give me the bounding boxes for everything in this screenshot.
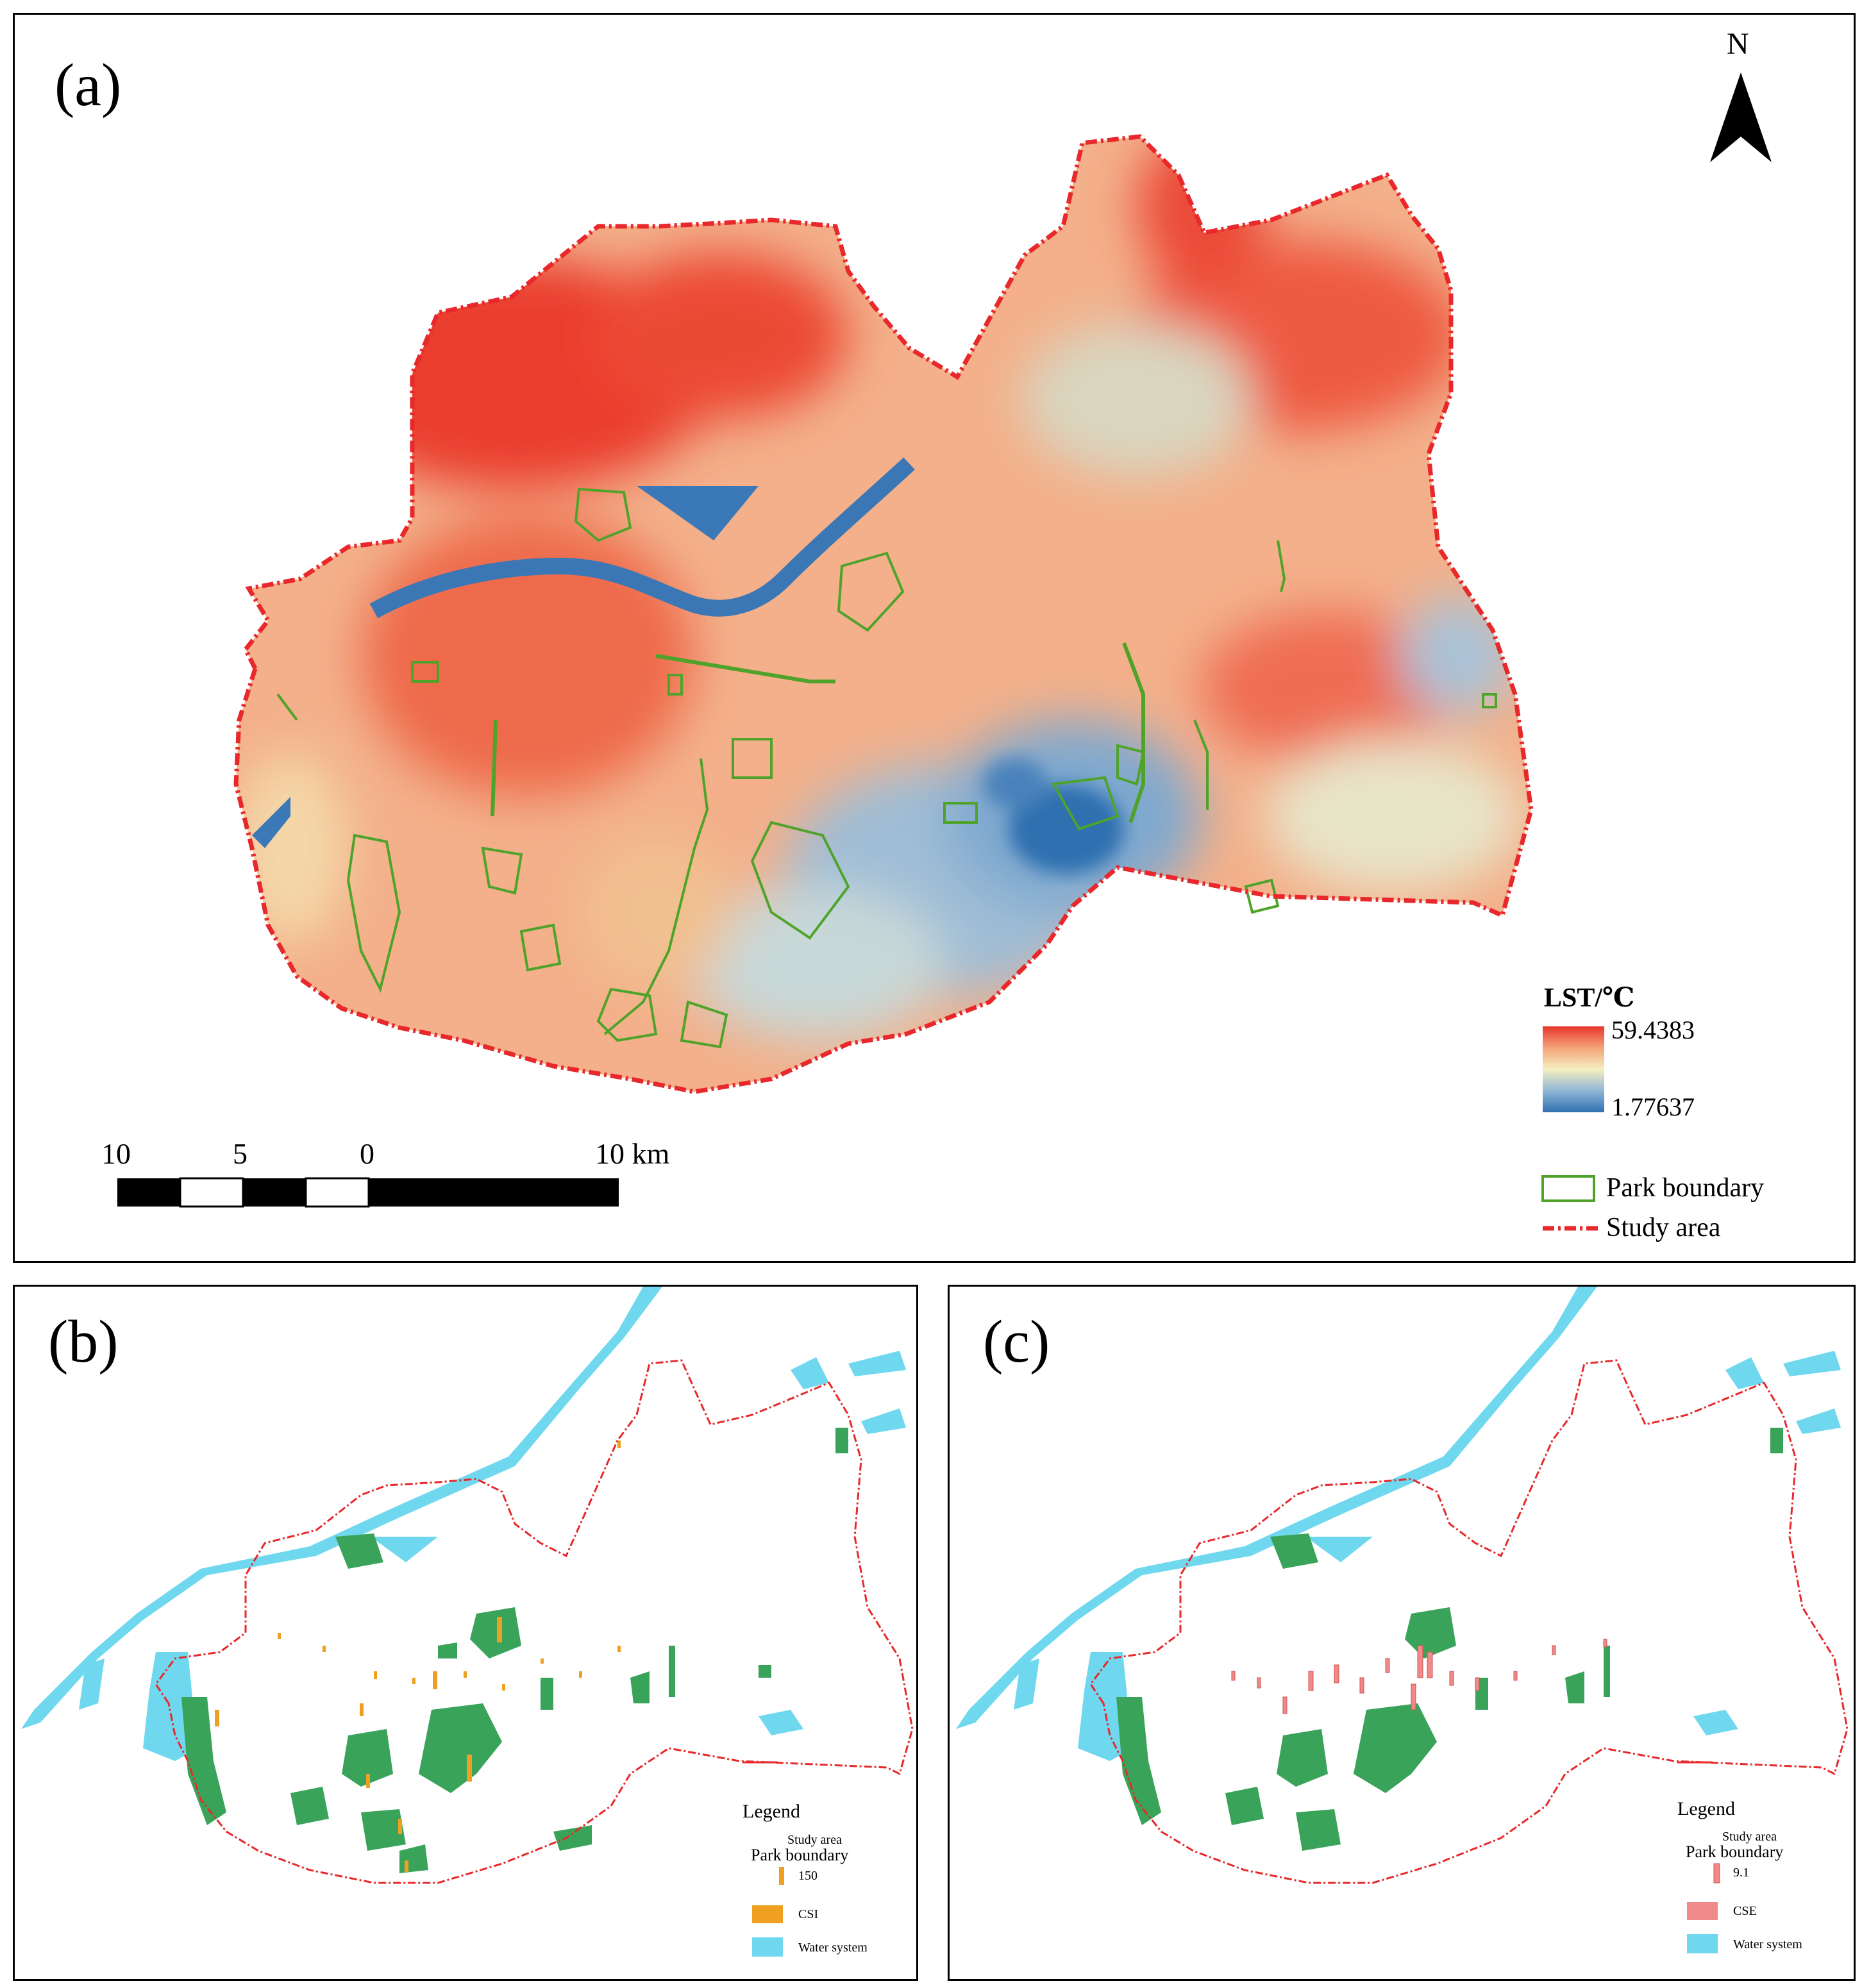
panel-c-label: (c) xyxy=(983,1308,1050,1375)
scale-bar xyxy=(117,1177,619,1208)
parks-green-c xyxy=(1116,1428,1783,1851)
lst-legend-min: 1.77637 xyxy=(1611,1092,1695,1121)
water-system xyxy=(21,1287,906,1761)
panel-a-label: (a) xyxy=(55,52,122,119)
legend-water-c: Water system xyxy=(1733,1937,1802,1951)
panel-b-csi-map: (b) Legend Study area Park boundary 150 … xyxy=(13,1285,918,1981)
study-area-outline-b xyxy=(155,1359,914,1884)
legend-cse-label: CSE xyxy=(1733,1904,1757,1918)
legend-study-area: Study area xyxy=(1606,1213,1721,1242)
legend-park-boundary-c: Park boundary xyxy=(1686,1842,1784,1861)
legend-bar-symbol-c xyxy=(1713,1863,1720,1884)
lst-raster xyxy=(236,137,1531,1092)
scale-label-10-km: 10 km xyxy=(595,1137,670,1170)
lst-legend-ramp xyxy=(1543,1026,1604,1112)
legend-water-swatch-c xyxy=(1687,1934,1718,1953)
park-boundary-swatch xyxy=(1541,1175,1595,1202)
north-arrow-icon xyxy=(1710,72,1772,162)
legend-study-area-b: Study area xyxy=(787,1833,842,1847)
water-system-c xyxy=(956,1287,1841,1761)
north-label: N xyxy=(1727,27,1749,61)
parks-green xyxy=(181,1428,848,1873)
legend-park-boundary: Park boundary xyxy=(1606,1173,1765,1203)
csi-map-canvas xyxy=(21,1287,914,1957)
legend-title-c: Legend xyxy=(1677,1798,1735,1819)
legend-study-area-c: Study area xyxy=(1722,1830,1777,1844)
scale-label-5: 5 xyxy=(233,1137,247,1170)
legend-cse-swatch xyxy=(1687,1902,1718,1920)
panel-c-cse-map: (c) Legend Study area Park boundary 9.1 … xyxy=(948,1285,1856,1981)
study-area-outline-c xyxy=(1089,1359,1849,1884)
park-boundaries xyxy=(276,487,1497,1049)
legend-bar-value-b: 150 xyxy=(798,1869,818,1883)
legend-park-boundary-b: Park boundary xyxy=(751,1846,849,1864)
csi-bars xyxy=(215,1441,621,1872)
scale-label-0: 0 xyxy=(360,1137,374,1170)
lst-map-canvas xyxy=(117,72,1772,1231)
legend-bar-value-c: 9.1 xyxy=(1733,1866,1749,1880)
study-area-outline xyxy=(233,134,1534,1094)
legend-csi-swatch xyxy=(752,1905,783,1923)
legend-water-b: Water system xyxy=(798,1941,868,1955)
cse-bars xyxy=(1231,1639,1607,1714)
panel-b-label: (b) xyxy=(48,1308,119,1375)
cse-map-canvas xyxy=(956,1287,1849,1953)
lst-legend-title: LST/℃ xyxy=(1544,983,1635,1013)
scale-label-10-left: 10 xyxy=(101,1137,131,1170)
legend-title-b: Legend xyxy=(742,1801,800,1822)
legend-water-swatch-b xyxy=(752,1937,783,1957)
lst-legend-max: 59.4383 xyxy=(1611,1015,1695,1044)
legend-csi-label: CSI xyxy=(798,1907,819,1921)
panel-a-lst-map: (a) N LST/℃ 59.4383 1.77637 10 5 0 10 km… xyxy=(13,13,1856,1263)
legend-bar-symbol-b xyxy=(779,1867,784,1885)
